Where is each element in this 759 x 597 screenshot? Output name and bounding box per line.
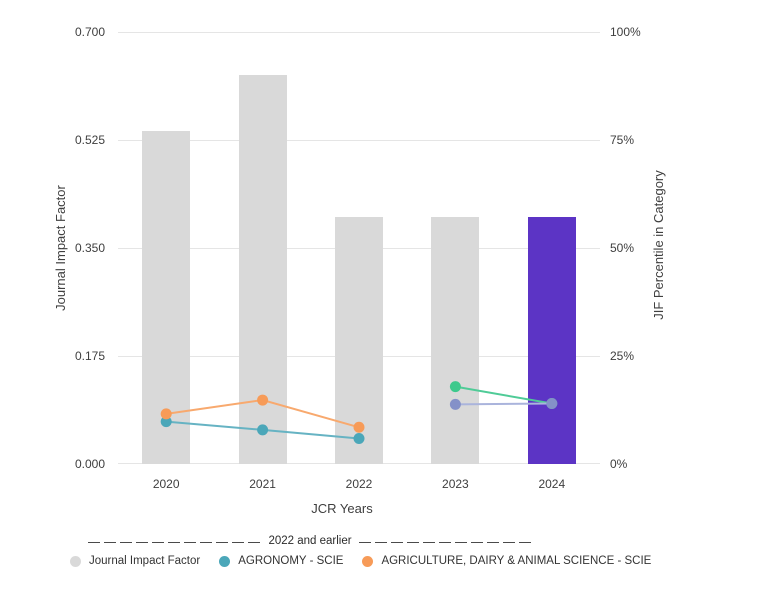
right-tick-100%: 100% xyxy=(610,25,641,39)
legend-dot-agronomy-scie xyxy=(219,555,231,567)
legend: Journal Impact Factor AGRONOMY - SCIE AG… xyxy=(70,555,651,567)
divider-line-right xyxy=(358,542,532,543)
point-unlabeled-slate-series-2024[interactable] xyxy=(546,398,558,410)
left-tick-0.525: 0.525 xyxy=(74,133,105,147)
plot-area xyxy=(118,32,600,464)
lines-layer xyxy=(160,381,558,445)
right-tick-25%: 25% xyxy=(610,349,635,363)
x-label-2024: 2024 xyxy=(538,477,566,491)
point-agronomy-scie-2020[interactable] xyxy=(160,416,172,428)
jif-bar-2023[interactable] xyxy=(431,217,480,464)
divider-label: 2022 and earlier xyxy=(268,535,352,547)
x-label-2022: 2022 xyxy=(345,477,373,491)
point-agriculture-dairy-animal-science-scie-2020[interactable] xyxy=(160,408,172,420)
legend-label-agriculture-dairy-animal-science-scie: AGRICULTURE, DAIRY & ANIMAL SCIENCE - SC… xyxy=(381,555,652,567)
x-axis-title: JCR Years xyxy=(311,501,373,516)
legend-dot-agriculture-dairy-animal-science-scie xyxy=(362,555,374,567)
right-tick-75%: 75% xyxy=(610,133,635,147)
point-unlabeled-slate-series-2023[interactable] xyxy=(449,398,461,410)
legend-dot-journal-impact-factor xyxy=(70,555,81,567)
line-unlabeled-slate-series xyxy=(455,402,552,406)
divider-line-left xyxy=(88,542,262,543)
left-tick-0.700: 0.700 xyxy=(74,25,105,39)
x-label-2020: 2020 xyxy=(152,477,180,491)
legend-item-agronomy-scie[interactable]: AGRONOMY - SCIE xyxy=(219,555,343,567)
legend-divider: 2022 and earlier xyxy=(88,535,532,547)
legend-item-journal-impact-factor[interactable]: Journal Impact Factor xyxy=(70,555,200,567)
left-tick-0.175: 0.175 xyxy=(74,349,105,363)
right-tick-50%: 50% xyxy=(610,241,635,255)
jif-bar-2024[interactable] xyxy=(527,217,576,464)
x-label-2023: 2023 xyxy=(442,477,469,491)
legend-label-agronomy-scie: AGRONOMY - SCIE xyxy=(238,555,344,567)
left-tick-0.350: 0.350 xyxy=(74,241,105,255)
legend-label-journal-impact-factor: Journal Impact Factor xyxy=(89,555,201,567)
point-agronomy-scie-2021[interactable] xyxy=(257,424,269,436)
point-unlabeled-green-series-2023[interactable] xyxy=(449,381,461,393)
left-tick-0.000: 0.000 xyxy=(74,457,105,471)
right-tick-0%: 0% xyxy=(610,457,628,471)
line-unlabeled-green-series xyxy=(455,385,552,405)
x-label-2021: 2021 xyxy=(249,477,276,491)
gridline xyxy=(118,32,600,33)
point-agronomy-scie-2022[interactable] xyxy=(353,433,365,445)
right-axis-title: JIF Percentile in Category xyxy=(651,170,666,320)
point-agriculture-dairy-animal-science-scie-2022[interactable] xyxy=(353,421,365,433)
gridline xyxy=(118,140,600,141)
legend-item-agriculture-dairy-animal-science-scie[interactable]: AGRICULTURE, DAIRY & ANIMAL SCIENCE - SC… xyxy=(362,555,651,567)
left-axis-title: Journal Impact Factor xyxy=(53,185,68,311)
point-agriculture-dairy-animal-science-scie-2021[interactable] xyxy=(257,394,269,406)
